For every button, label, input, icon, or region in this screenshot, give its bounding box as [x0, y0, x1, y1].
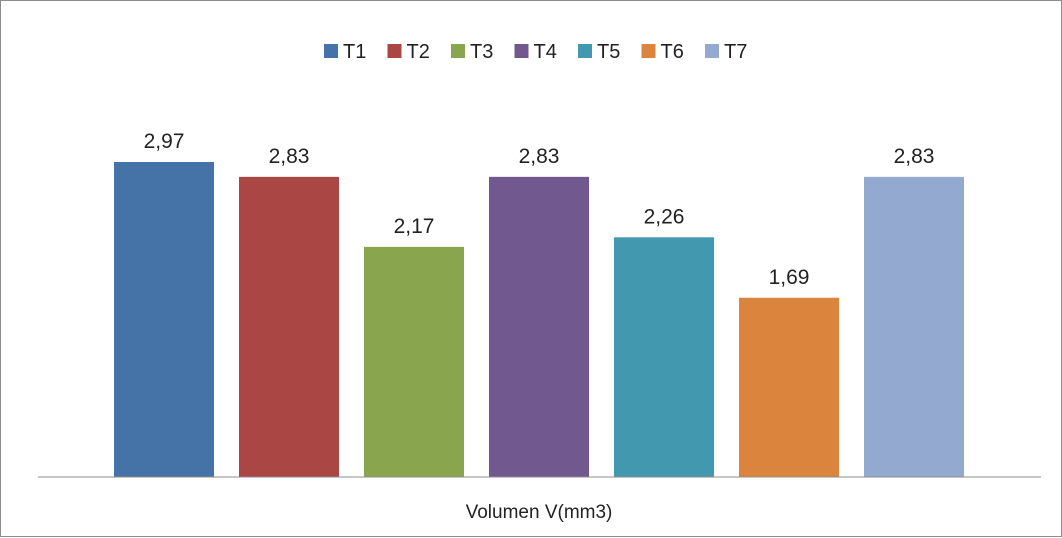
legend-label-t5: T5: [597, 41, 620, 63]
bar-t4: [489, 176, 589, 477]
legend-label-t3: T3: [470, 41, 493, 63]
data-label-t5: 2,26: [644, 205, 685, 228]
data-label-t1: 2,97: [144, 130, 185, 153]
bar-t1: [114, 162, 214, 477]
data-label-t4: 2,83: [519, 145, 560, 168]
legend-swatch-t7: [705, 44, 719, 58]
legend-swatch-t2: [387, 44, 402, 58]
data-label-t7: 2,83: [894, 145, 935, 168]
legend-swatch-t6: [641, 44, 656, 58]
legend-swatch-t4: [514, 44, 529, 58]
legend-swatch-t5: [578, 44, 592, 58]
bar-t5: [614, 237, 714, 477]
legend-label-t4: T4: [534, 41, 557, 63]
data-label-t3: 2,17: [394, 215, 435, 238]
legend-label-t6: T6: [661, 41, 684, 63]
legend-label-t2: T2: [407, 41, 430, 63]
data-label-t2: 2,83: [269, 145, 310, 168]
legend-label-t1: T1: [343, 41, 366, 63]
legend-swatch-t3: [451, 44, 465, 58]
bar-t6: [739, 297, 839, 477]
data-label-t6: 1,69: [769, 266, 810, 289]
legend-label-t7: T7: [724, 41, 747, 63]
bar-t7: [864, 176, 964, 477]
legend: T1 T2 T3 T4 T5 T6 T7: [324, 41, 747, 63]
bar-t2: [239, 176, 339, 477]
legend-swatch-t1: [324, 44, 338, 58]
value-labels-group: 2,97 2,83 2,17 2,83 2,26 1,69 2,83: [144, 130, 935, 289]
x-axis-label: Volumen V(mm3): [466, 502, 613, 523]
bars-group: [114, 162, 964, 477]
bar-t3: [364, 246, 464, 477]
